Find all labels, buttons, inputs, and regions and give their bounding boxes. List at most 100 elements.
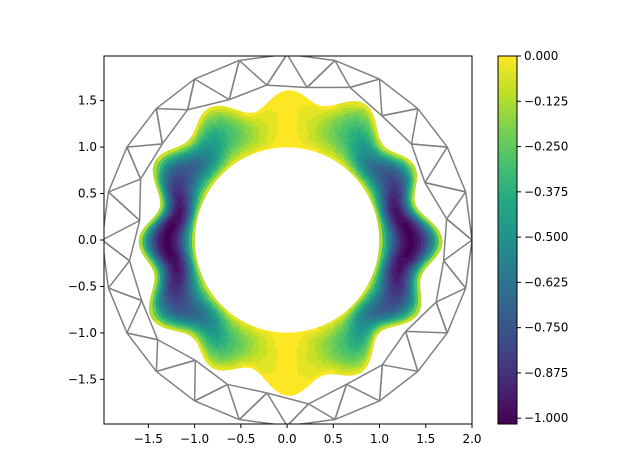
mesh-edge — [138, 178, 142, 221]
mesh-edge — [424, 146, 448, 184]
mesh-edge — [156, 107, 188, 111]
mesh-edge — [104, 219, 141, 240]
mesh-edge — [104, 240, 130, 262]
mesh-edge — [411, 143, 448, 148]
colorbar-gradient — [497, 55, 518, 425]
mesh-edge — [381, 115, 413, 145]
contour-cell — [286, 143, 291, 148]
mesh-edge — [126, 143, 163, 148]
mesh-edge — [194, 59, 240, 80]
contour-cell — [286, 346, 291, 351]
contour-cell — [286, 115, 291, 120]
contour-cell — [400, 239, 405, 244]
contour-cell — [286, 109, 292, 113]
contour-cell — [289, 140, 294, 145]
mesh-edge — [104, 248, 110, 289]
contour-cell — [166, 239, 171, 244]
contour-cell — [286, 339, 291, 344]
contour-cell — [407, 239, 412, 244]
mesh-edge — [239, 418, 279, 424]
mesh-edge — [417, 332, 448, 372]
contour-cell — [282, 390, 288, 396]
contour-cell — [188, 236, 192, 241]
x-tick-label: −0.5 — [226, 432, 255, 446]
mesh-edge — [417, 108, 448, 148]
y-tick-label: −1.5 — [68, 372, 97, 386]
mesh-edge — [266, 56, 287, 86]
y-tick-label: 0.0 — [78, 233, 97, 247]
mesh-edge — [334, 400, 380, 421]
mesh-edge — [126, 146, 142, 180]
x-tick-label: 1.0 — [370, 432, 389, 446]
mesh-edge — [161, 109, 189, 145]
contour-cell — [290, 90, 296, 96]
contour-cell — [286, 367, 292, 372]
contour-cell — [286, 93, 292, 98]
colorbar-tick-label: −0.875 — [524, 366, 568, 380]
contour-cell — [286, 360, 291, 365]
plot-area: −1.5 −1.0 −0.5 0.0 0.5 1.0 1.5 2.0 1.5 1.0 0.5 0.0… — [68, 55, 482, 446]
contour-cell — [286, 121, 291, 126]
mesh-edge — [378, 78, 383, 116]
contour-cell — [286, 356, 291, 361]
mesh-edge — [306, 59, 336, 88]
contour-cell — [427, 239, 433, 245]
contour-cell — [286, 134, 291, 138]
contour-cell — [286, 374, 292, 379]
contour-cell — [437, 235, 443, 241]
colorbar-tick-label: −0.500 — [524, 230, 568, 244]
contour-cell — [283, 339, 288, 344]
mesh-edge — [379, 78, 419, 110]
mesh-edge — [104, 191, 110, 232]
contour-cell — [396, 239, 401, 244]
contour-cell — [286, 96, 292, 101]
contour-cell — [286, 363, 292, 368]
contour-cell — [379, 242, 384, 246]
mesh-edge — [382, 364, 418, 373]
y-tick-label: 0.5 — [78, 187, 97, 201]
contour-cell — [191, 236, 195, 241]
contour-cell — [410, 239, 415, 244]
mesh-edge — [238, 59, 268, 86]
contour-cell — [281, 332, 285, 337]
contour-cell — [417, 239, 422, 245]
mesh-edge — [308, 403, 336, 421]
contour-cell — [438, 239, 443, 245]
mesh-edge — [346, 383, 380, 402]
mesh-edge — [155, 339, 159, 372]
mesh-edge — [464, 191, 472, 241]
contour-cell — [286, 102, 292, 107]
mesh-edge — [194, 400, 240, 421]
mesh-edge — [228, 60, 240, 100]
contour-cell — [386, 239, 391, 244]
mesh-edge — [446, 191, 467, 220]
colorbar-tick-label: −1.000 — [524, 411, 568, 425]
colorbar-tick-label: −0.625 — [524, 275, 568, 289]
contour-cell — [138, 239, 143, 245]
contour-cell — [286, 349, 291, 355]
mesh-edge — [381, 107, 418, 117]
mesh-edge — [381, 330, 407, 366]
mesh-edge — [107, 287, 128, 334]
contour-cell — [286, 137, 291, 142]
mesh-edge — [128, 220, 141, 262]
contour-cell — [178, 239, 183, 244]
mesh-edge — [107, 260, 131, 289]
contour-cell — [157, 239, 161, 245]
contour-cell — [283, 137, 288, 142]
mesh-edge — [227, 383, 268, 394]
contour-cell — [286, 388, 292, 393]
contour-cell — [382, 236, 387, 241]
contour-cell — [141, 239, 146, 245]
mesh-edge — [464, 239, 472, 289]
contour-cell — [434, 239, 440, 245]
contour-cell — [289, 143, 293, 148]
contour-cell — [286, 124, 291, 129]
mesh-edge — [194, 383, 228, 402]
contour-cell — [185, 236, 189, 241]
contour-cell — [286, 105, 292, 110]
contour-cell — [291, 390, 297, 396]
y-tick-label: −0.5 — [68, 279, 97, 293]
contour-field — [138, 90, 443, 396]
